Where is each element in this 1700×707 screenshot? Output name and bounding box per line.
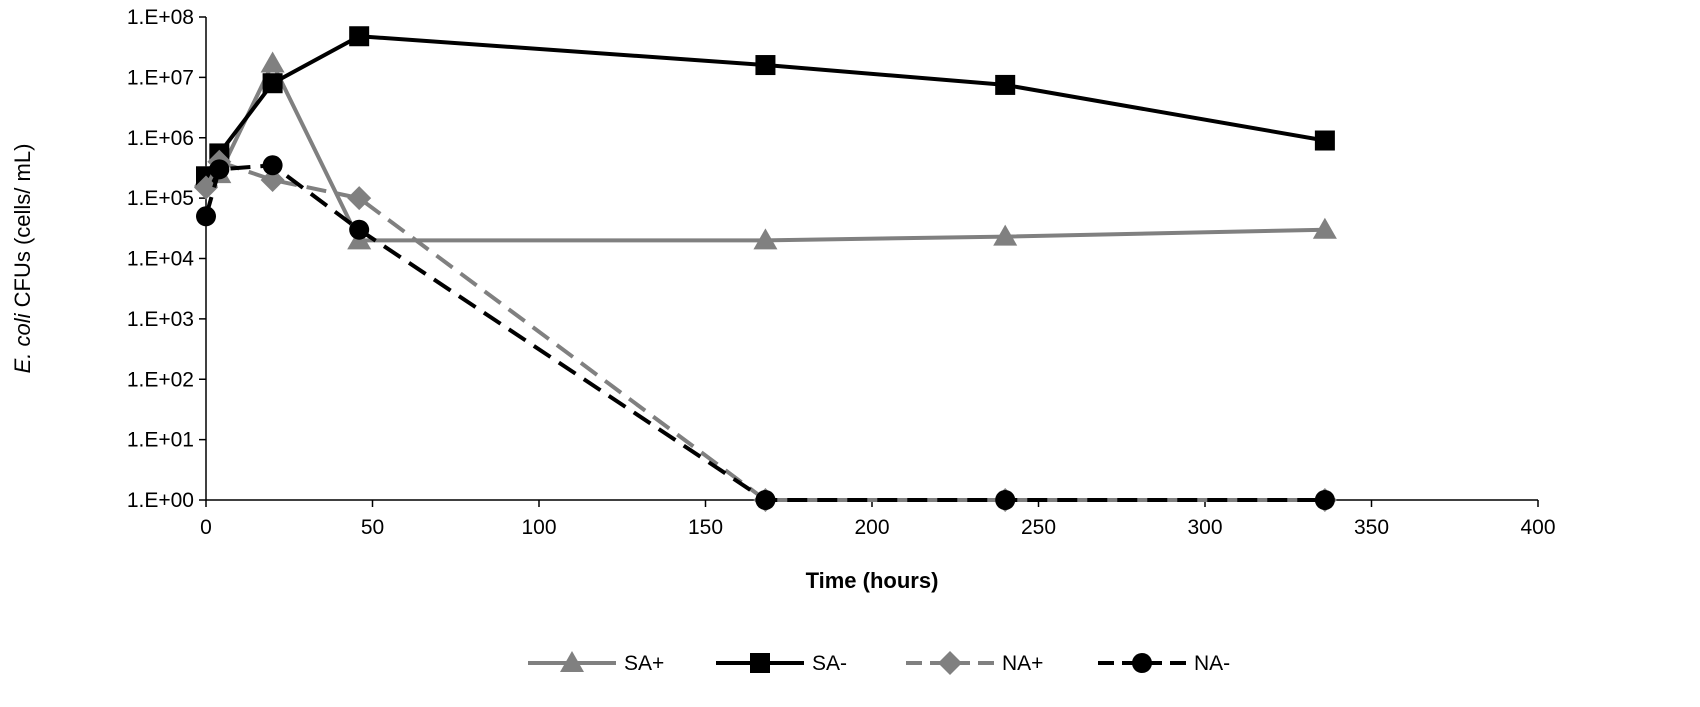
x-tick-label: 150 xyxy=(688,516,723,539)
legend: SA+ SA- NA+ NA- xyxy=(528,651,1230,675)
y-tick-label: 1.E+03 xyxy=(127,308,194,331)
y-tick-label: 1.E+06 xyxy=(127,127,194,150)
series-line xyxy=(205,61,1325,243)
axes: 1.E+00 1.E+01 1.E+02 1.E+03 1.E+04 1.E+05 1.E+… xyxy=(127,6,1556,539)
data-point xyxy=(1312,217,1337,239)
legend-entry: NA+ xyxy=(906,651,1043,675)
data-point xyxy=(260,51,285,73)
data-point xyxy=(349,26,370,47)
legend-marker xyxy=(1132,653,1152,673)
data-point xyxy=(347,186,372,211)
data-point xyxy=(262,73,283,94)
data-point xyxy=(755,55,776,76)
data-point xyxy=(753,228,778,250)
x-axis-title: Time (hours) xyxy=(806,568,939,593)
x-tick-label: 250 xyxy=(1021,516,1056,539)
legend-marker xyxy=(938,651,962,675)
data-point xyxy=(196,206,216,227)
series-line xyxy=(204,159,1325,502)
y-tick-label: 1.E+04 xyxy=(127,248,194,271)
legend-entry: SA- xyxy=(716,652,847,675)
x-tick-label: 200 xyxy=(854,516,889,539)
legend-marker xyxy=(750,653,770,673)
x-tick-label: 50 xyxy=(361,516,384,539)
data-point xyxy=(1314,490,1335,510)
legend-label: NA+ xyxy=(1002,652,1043,675)
x-tick-label: 100 xyxy=(521,516,556,539)
y-axis-title-species: E. coli xyxy=(10,312,35,373)
legend-marker xyxy=(560,651,584,672)
data-point xyxy=(995,74,1016,95)
y-axis-title: E. coli CFUs (cells/ mL) xyxy=(10,144,35,374)
y-tick-label: 1.E+07 xyxy=(127,66,194,89)
series-NA- xyxy=(196,155,1335,510)
data-point xyxy=(1314,130,1335,151)
series-layer xyxy=(194,26,1337,512)
data-point xyxy=(755,490,776,510)
y-tick-label: 1.E+08 xyxy=(127,6,194,29)
data-point xyxy=(993,224,1018,246)
series-NA+ xyxy=(194,149,1337,512)
legend-entry: SA+ xyxy=(528,651,664,675)
legend-label: SA- xyxy=(812,652,847,675)
x-tick-label: 350 xyxy=(1354,516,1389,539)
y-tick-label: 1.E+00 xyxy=(127,489,194,512)
x-tick-label: 400 xyxy=(1520,516,1555,539)
x-tick-label: 300 xyxy=(1187,516,1222,539)
data-point xyxy=(260,167,285,192)
series-line xyxy=(204,163,1325,502)
data-point xyxy=(262,155,283,176)
y-axis-title-rest: CFUs (cells/ mL) xyxy=(10,144,35,314)
series-SA+ xyxy=(194,51,1337,250)
y-tick-label: 1.E+05 xyxy=(127,187,194,210)
data-point xyxy=(349,219,370,240)
data-point xyxy=(995,490,1016,510)
x-tick-label: 0 xyxy=(200,516,212,539)
data-point xyxy=(209,159,230,180)
legend-entry: NA- xyxy=(1098,652,1230,675)
legend-label: NA- xyxy=(1194,652,1230,675)
data-point xyxy=(194,175,218,200)
series-SA- xyxy=(196,26,1335,187)
y-tick-label: 1.E+01 xyxy=(127,429,194,452)
y-tick-label: 1.E+02 xyxy=(127,368,194,391)
legend-label: SA+ xyxy=(624,652,664,675)
